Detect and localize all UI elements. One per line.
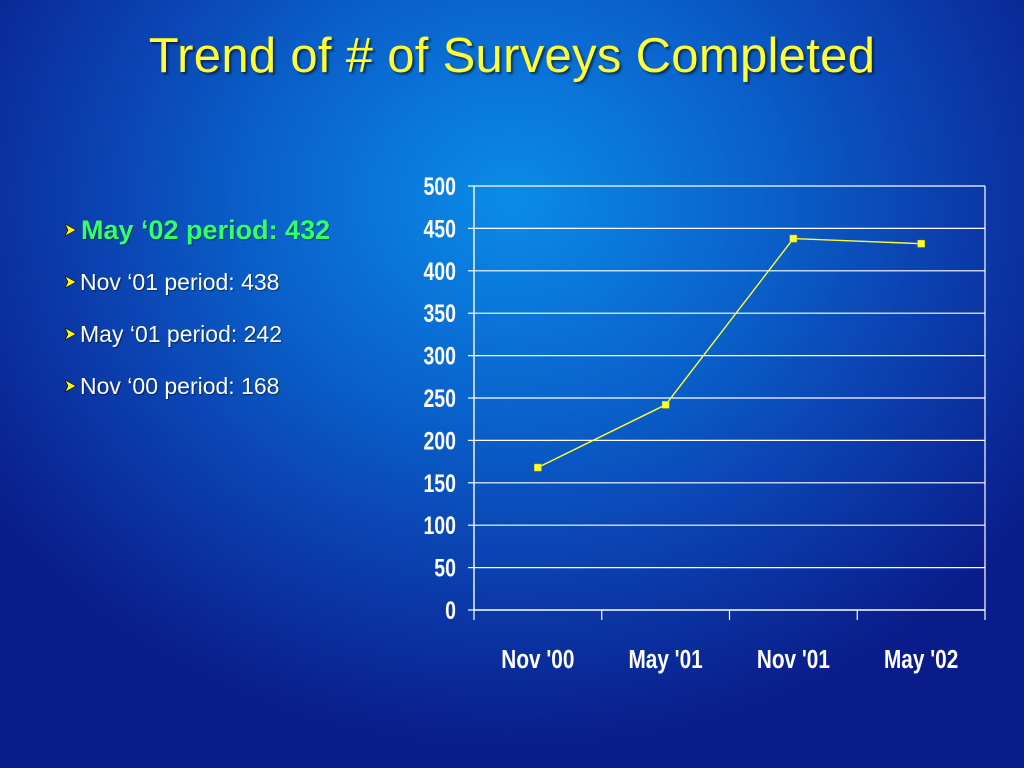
data-point	[534, 463, 542, 472]
y-tick-label: 400	[423, 257, 456, 285]
bullet-item-may-02: May ‘02 period: 432	[64, 204, 330, 256]
arrow-bullet-icon	[64, 223, 77, 237]
y-tick-label: 200	[423, 427, 456, 455]
y-tick-label: 500	[423, 173, 456, 201]
arrow-bullet-icon	[64, 327, 77, 341]
y-tick-label: 300	[423, 342, 456, 370]
y-tick-label: 350	[423, 300, 456, 328]
y-tick-label: 250	[423, 385, 456, 413]
x-category-label: May '02	[884, 645, 958, 674]
bullet-text: May ‘01 period: 242	[80, 320, 283, 347]
arrow-bullet-icon	[64, 379, 77, 393]
data-point	[661, 401, 670, 409]
x-category-label: Nov '00	[501, 645, 574, 674]
bullet-text: Nov ‘01 period: 438	[80, 268, 280, 295]
x-category-label: May '01	[628, 645, 702, 674]
arrow-bullet-icon	[64, 275, 77, 289]
bullet-list: May ‘02 period: 432 Nov ‘01 period: 438 …	[64, 204, 330, 412]
y-tick-label: 450	[423, 215, 456, 243]
y-tick-label: 50	[434, 554, 456, 582]
data-point	[789, 234, 798, 243]
y-tick-label: 150	[423, 469, 456, 497]
y-tick-label: 100	[423, 512, 456, 540]
bullet-text: May ‘02 period: 432	[81, 214, 331, 245]
data-point	[917, 239, 925, 248]
y-tick-label: 0	[445, 597, 456, 625]
bullet-item-nov-00: Nov ‘00 period: 168	[64, 360, 330, 412]
bullet-text: Nov ‘00 period: 168	[80, 372, 280, 399]
x-category-label: Nov '01	[757, 645, 830, 674]
bullet-item-nov-01: Nov ‘01 period: 438	[64, 256, 330, 308]
series-line	[537, 237, 922, 469]
bullet-item-may-01: May ‘01 period: 242	[64, 308, 330, 360]
slide-title: Trend of # of Surveys Completed	[148, 29, 876, 83]
